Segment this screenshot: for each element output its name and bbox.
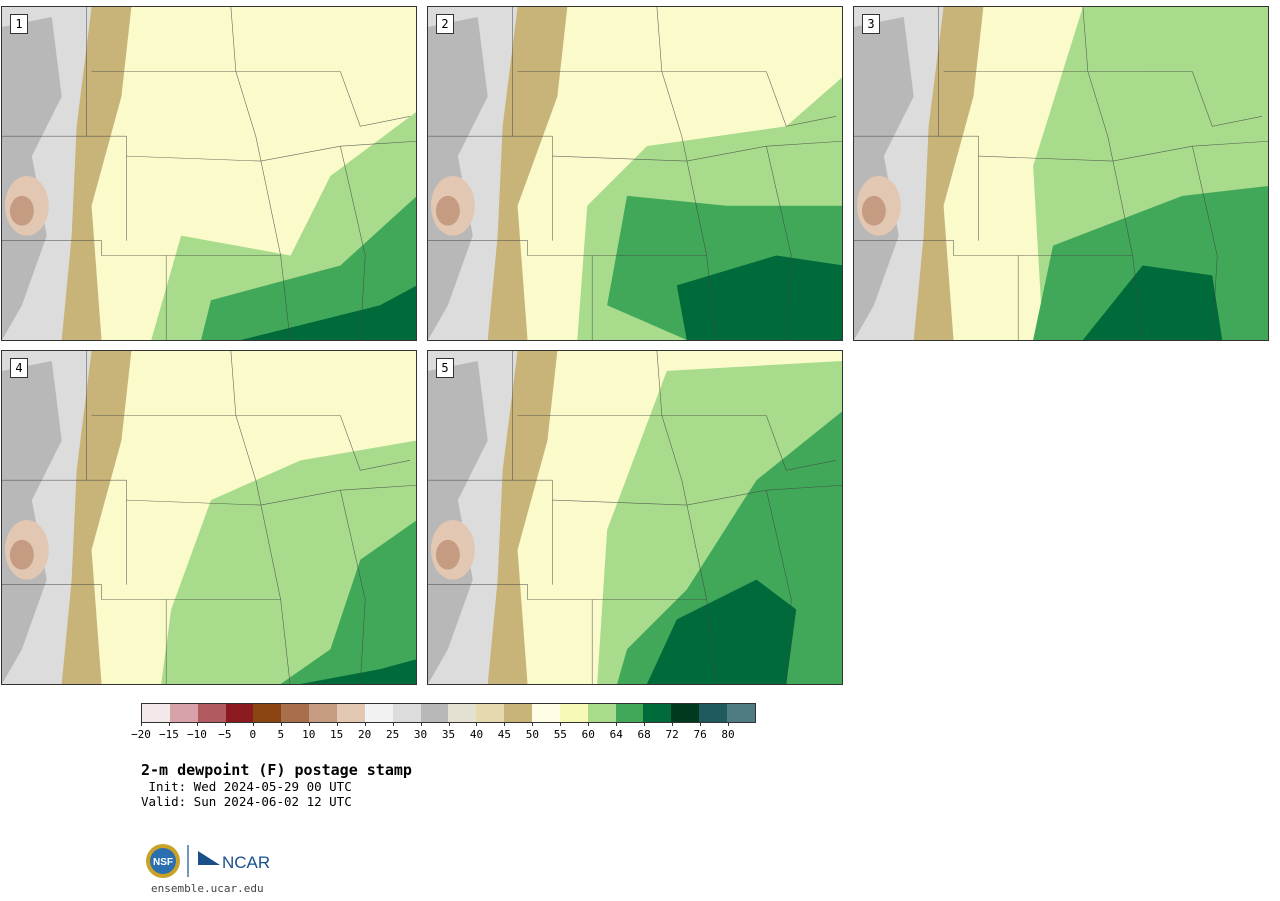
colorbar-swatch: [142, 704, 170, 722]
map-panel-2: 2: [427, 6, 843, 341]
colorbar-swatch: [532, 704, 560, 722]
colorbar-tick-mark: [392, 722, 394, 726]
colorbar-tick-label: 72: [665, 728, 679, 741]
colorbar-tick-mark: [560, 722, 562, 726]
colorbar-tick-mark: [504, 722, 506, 726]
dewpoint-field: [2, 7, 416, 340]
colorbar-swatch: [448, 704, 477, 722]
colorbar-tick-mark: [728, 722, 730, 726]
colorbar-swatch: [253, 704, 282, 722]
colorbar-tick-label: 10: [302, 728, 316, 741]
panel-number: 2: [436, 14, 454, 34]
colorbar-tick-label: −10: [186, 728, 207, 741]
colorbar-tick-mark: [224, 722, 226, 726]
colorbar-tick-mark: [308, 722, 310, 726]
colorbar-tick-label: 30: [413, 728, 428, 741]
nsf-text: NSF: [153, 857, 173, 868]
colorbar-tick-mark: [700, 722, 702, 726]
dewpoint-field: [2, 351, 416, 684]
colorbar-swatch: [169, 704, 198, 722]
colorbar-tick-label: 45: [497, 728, 512, 741]
valid-time: Valid: Sun 2024-06-02 12 UTC: [141, 794, 352, 809]
colorbar-swatch: [364, 704, 393, 722]
ncar-text: NCAR: [222, 853, 270, 872]
colorbar-swatch: [615, 704, 644, 722]
map-panel-3: 3: [853, 6, 1269, 341]
colorbar-tick-mark: [672, 722, 674, 726]
ncar-mark-icon: [198, 851, 220, 865]
colorbar-tick-label: 20: [358, 728, 372, 741]
colorbar-tick-label: 35: [441, 728, 456, 741]
colorbar-swatch: [504, 704, 533, 722]
figure-title: 2-m dewpoint (F) postage stamp: [141, 761, 412, 779]
colorbar-tick-mark: [252, 722, 254, 726]
colorbar-swatch: [420, 704, 449, 722]
colorbar-tick-label: 60: [581, 728, 595, 741]
website-label: ensemble.ucar.edu: [151, 882, 264, 895]
colorbar-swatch: [671, 704, 700, 722]
colorbar-tick-mark: [196, 722, 198, 726]
colorbar: [141, 703, 756, 723]
colorbar-tick-label: 55: [553, 728, 567, 741]
colorbar-swatch: [309, 704, 338, 722]
colorbar-swatch: [476, 704, 505, 722]
colorbar-tick-label: −5: [218, 728, 232, 741]
colorbar-swatch: [727, 704, 755, 722]
colorbar-swatch: [197, 704, 226, 722]
dewpoint-field: [854, 7, 1268, 340]
map-panel-1: 1: [1, 6, 417, 341]
colorbar-tick-mark: [644, 722, 646, 726]
colorbar-tick-label: −20: [131, 728, 151, 741]
colorbar-tick-mark: [141, 722, 142, 726]
colorbar-tick-mark: [532, 722, 534, 726]
colorbar-tick-label: 50: [525, 728, 539, 741]
colorbar-tick-mark: [588, 722, 590, 726]
colorbar-ticks: −20 −15 −10 −5 0 5 10 15 20 25 30 35 40 45 50 55 60 64 68 7…: [131, 722, 756, 742]
colorbar-tick-mark: [476, 722, 478, 726]
init-time: Init: Wed 2024-05-29 00 UTC: [141, 779, 352, 794]
nsf-ncar-logo: NSF NCAR: [146, 844, 270, 878]
colorbar-swatch: [337, 704, 365, 722]
colorbar-tick-label: 0: [249, 728, 257, 741]
colorbar-tick-label: 40: [469, 728, 484, 741]
colorbar-swatch: [643, 704, 672, 722]
colorbar-swatch: [225, 704, 254, 722]
colorbar-tick-mark: [420, 722, 422, 726]
colorbar-tick-label: 5: [277, 728, 285, 741]
colorbar-tick-label: 68: [637, 728, 651, 741]
colorbar-tick-label: 25: [385, 728, 400, 741]
colorbar-tick-mark: [336, 722, 338, 726]
map-panel-4: 4: [1, 350, 417, 685]
colorbar-tick-mark: [168, 722, 170, 726]
colorbar-swatch: [281, 704, 310, 722]
colorbar-tick-mark: [280, 722, 282, 726]
colorbar-tick-label: 64: [609, 728, 623, 741]
colorbar-tick-label: 76: [693, 728, 707, 741]
panel-number: 3: [862, 14, 880, 34]
colorbar-swatch: [587, 704, 616, 722]
dewpoint-field: [428, 351, 842, 684]
panel-number: 1: [10, 14, 28, 34]
colorbar-tick-label: 80: [721, 728, 735, 741]
colorbar-tick-label: 15: [330, 728, 344, 741]
colorbar-swatch: [392, 704, 421, 722]
colorbar-tick-label: −15: [159, 728, 179, 741]
colorbar-swatch: [699, 704, 728, 722]
dewpoint-field: [428, 7, 842, 340]
colorbar-tick-mark: [448, 722, 450, 726]
panel-number: 5: [436, 358, 454, 378]
map-panel-5: 5: [427, 350, 843, 685]
colorbar-tick-mark: [364, 722, 366, 726]
panel-number: 4: [10, 358, 28, 378]
colorbar-tick-mark: [616, 722, 618, 726]
colorbar-swatch: [559, 704, 588, 722]
